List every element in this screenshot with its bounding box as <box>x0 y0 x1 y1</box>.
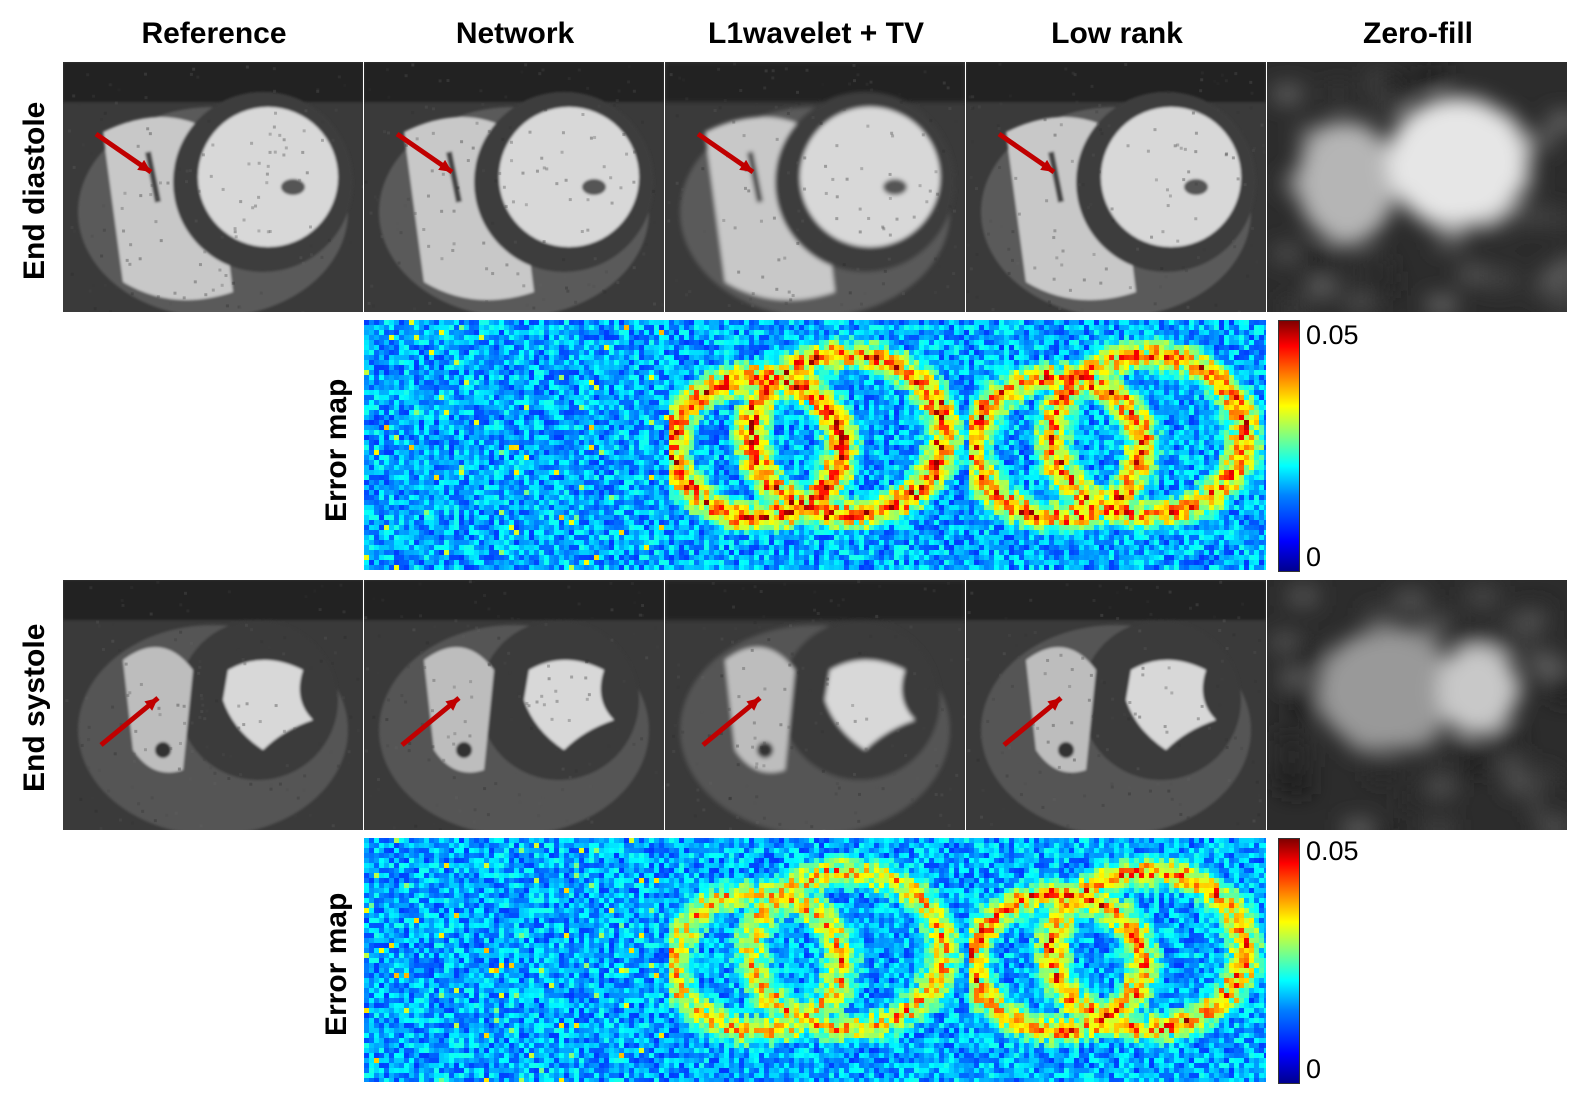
error-map-label-diastole: Error map <box>320 378 353 522</box>
arrow-systole-reference <box>99 696 160 747</box>
arrow-systole-l1wavelet-tv <box>701 696 762 747</box>
arrow-diastole-network <box>395 131 454 175</box>
image-systole-network <box>364 580 664 830</box>
column-title-network: Network <box>455 17 575 50</box>
image-diastole-reference <box>63 62 363 312</box>
colorbar-max-label-diastole: 0.05 <box>1306 320 1359 350</box>
error-map-systole <box>364 838 1266 1082</box>
arrow-diastole-low-rank <box>997 131 1056 175</box>
colorbar-diastole <box>1278 320 1300 572</box>
image-diastole-low-rank <box>966 62 1266 312</box>
colorbar-min-label-systole: 0 <box>1306 1054 1322 1084</box>
colorbar-max-label-systole: 0.05 <box>1306 836 1359 866</box>
colorbar-systole <box>1278 838 1300 1084</box>
image-diastole-network <box>364 62 664 312</box>
image-systole-reference <box>63 580 363 830</box>
column-title-l1wavelet-tv: L1wavelet + TV <box>708 17 924 50</box>
column-title-zero-fill: Zero-fill <box>1363 17 1473 50</box>
row-label-end-systole: End systole <box>18 623 51 792</box>
arrow-systole-low-rank <box>1002 696 1063 747</box>
column-title-low-rank: Low rank <box>1051 17 1183 50</box>
image-diastole-zero-fill <box>1267 62 1567 312</box>
image-systole-l1wavelet-tv <box>665 580 965 830</box>
image-diastole-l1wavelet-tv <box>665 62 965 312</box>
colorbar-min-label-diastole: 0 <box>1306 542 1322 572</box>
image-systole-low-rank <box>966 580 1266 830</box>
error-map-label-systole: Error map <box>320 892 353 1036</box>
arrow-systole-network <box>400 696 461 747</box>
column-title-reference: Reference <box>141 17 287 50</box>
row-label-end-diastole: End diastole <box>18 101 51 280</box>
arrow-diastole-l1wavelet-tv <box>696 131 755 175</box>
error-map-diastole <box>364 320 1266 570</box>
image-systole-zero-fill <box>1267 580 1567 830</box>
arrow-diastole-reference <box>94 131 153 175</box>
